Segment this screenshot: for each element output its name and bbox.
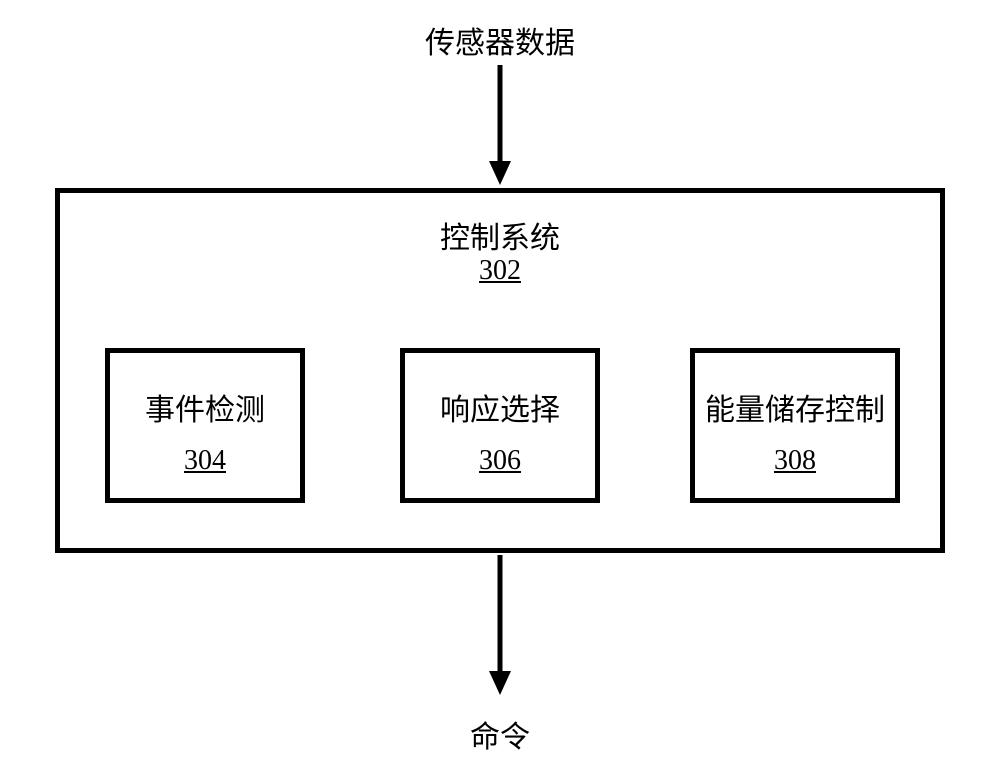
arrow-output xyxy=(490,555,510,695)
main-box-title: 控制系统 xyxy=(60,213,940,257)
sub-box-ref: 304 xyxy=(110,445,300,477)
sub-box-response-selection: 响应选择 306 xyxy=(400,348,600,503)
sub-box-title: 能量储存控制 xyxy=(695,385,895,429)
sub-box-energy-storage-control: 能量储存控制 308 xyxy=(690,348,900,503)
sub-box-event-detection: 事件检测 304 xyxy=(105,348,305,503)
main-box-ref: 302 xyxy=(60,255,940,287)
main-box: 控制系统 302 事件检测 304 响应选择 306 能量储存控制 308 xyxy=(55,188,945,553)
diagram-canvas: 传感器数据 控制系统 302 事件检测 304 响应选择 306 能量储存控制 … xyxy=(0,0,1000,778)
sub-box-title: 事件检测 xyxy=(110,385,300,429)
input-label: 传感器数据 xyxy=(0,18,1000,62)
sub-box-ref: 306 xyxy=(405,445,595,477)
arrow-input xyxy=(490,65,510,185)
sub-box-ref: 308 xyxy=(695,445,895,477)
output-label: 命令 xyxy=(0,712,1000,756)
sub-box-title: 响应选择 xyxy=(405,385,595,429)
